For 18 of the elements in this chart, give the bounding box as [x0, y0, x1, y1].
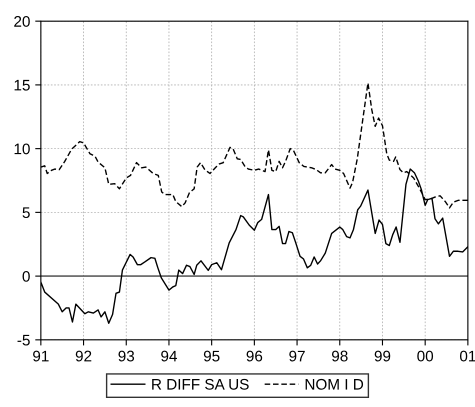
x-tick-label: 94 — [161, 350, 178, 362]
y-tick-label: 15 — [14, 80, 30, 91]
x-tick-label: 92 — [76, 350, 92, 362]
y-tick-label: -5 — [18, 334, 30, 346]
y-tick-label: 20 — [14, 16, 30, 27]
x-tick-label: 00 — [417, 350, 434, 362]
x-tick-label: 93 — [118, 350, 134, 362]
legend-label: R DIFF SA US — [152, 378, 249, 390]
y-tick-label: 0 — [22, 270, 30, 282]
x-tick-label: 91 — [33, 350, 49, 362]
y-tick-label: 10 — [14, 144, 30, 154]
x-tick-label: 95 — [204, 350, 220, 362]
x-tick-label: 99 — [374, 350, 390, 362]
legend-label: NOM I D — [306, 378, 364, 390]
x-tick-label: 98 — [332, 350, 348, 362]
y-tick-label: 5 — [22, 207, 30, 218]
x-tick-label: 97 — [289, 350, 305, 362]
x-tick-label: 96 — [246, 350, 262, 362]
